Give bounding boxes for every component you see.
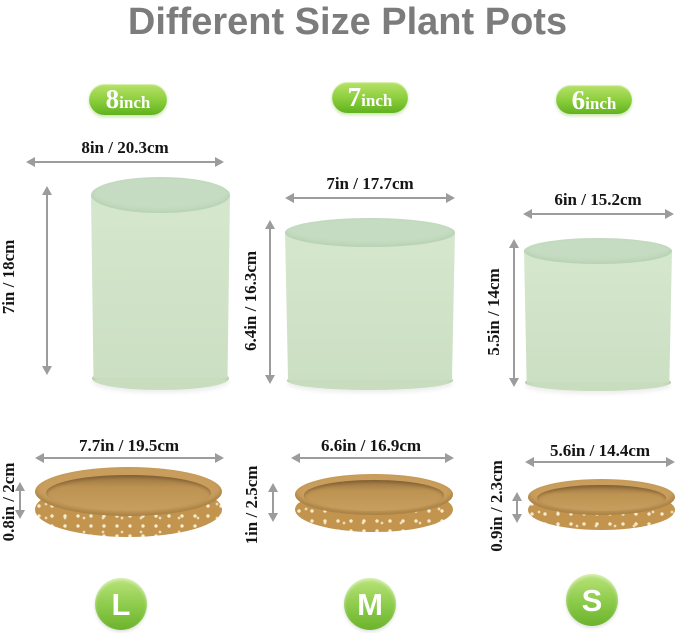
pot-height-arrow bbox=[265, 220, 275, 384]
saucer-height-label: 1in / 2.5cm bbox=[242, 465, 261, 545]
size-badge-unit: inch bbox=[361, 91, 393, 110]
pot-height-label: 6.4in / 16.3cm bbox=[241, 250, 260, 352]
pot-rim bbox=[91, 177, 230, 214]
size-badge-8inch: 8 inch bbox=[89, 84, 167, 115]
letter-badge-large: L bbox=[95, 578, 147, 630]
size-badge-number: 7 bbox=[347, 82, 362, 112]
size-badge-unit: inch bbox=[119, 93, 151, 112]
pot-image-7inch bbox=[285, 218, 455, 390]
pot-rim bbox=[524, 238, 672, 264]
saucer-height-arrow bbox=[512, 492, 522, 523]
letter-badge-medium: M bbox=[344, 578, 396, 630]
size-badge-number: 6 bbox=[571, 85, 586, 115]
pot-image-6inch bbox=[524, 238, 672, 391]
saucer-floor bbox=[46, 474, 211, 512]
pot-width-label: 7in / 17.7cm bbox=[326, 174, 414, 193]
saucer-floor bbox=[536, 484, 667, 512]
pot-width-label: 6in / 15.2cm bbox=[554, 190, 642, 209]
letter-badge-small: S bbox=[566, 574, 618, 626]
saucer-width-label: 6.6in / 16.9cm bbox=[320, 436, 422, 455]
pot-width-label: 8in / 20.3cm bbox=[81, 138, 169, 157]
saucer-height-arrow bbox=[268, 483, 278, 522]
pot-rim bbox=[285, 218, 455, 248]
saucer-width-arrow bbox=[525, 457, 675, 467]
page-title: Different Size Plant Pots bbox=[127, 1, 568, 43]
saucer-image-7inch bbox=[295, 474, 453, 532]
saucer-width-arrow bbox=[35, 453, 224, 463]
saucer-height-arrow bbox=[15, 482, 25, 519]
saucer-width-label: 7.7in / 19.5cm bbox=[78, 436, 180, 455]
size-badge-number: 8 bbox=[105, 84, 120, 114]
pot-body bbox=[285, 231, 455, 381]
pot-width-arrow bbox=[26, 157, 224, 167]
saucer-floor bbox=[304, 480, 444, 511]
saucer-width-label: 5.6in / 14.4cm bbox=[549, 441, 651, 460]
pot-height-arrow bbox=[509, 239, 519, 387]
pot-height-label: 5.5in / 14cm bbox=[484, 268, 503, 356]
saucer-height-label: 0.9in / 2.3cm bbox=[487, 460, 506, 552]
pot-image-8inch bbox=[91, 177, 230, 390]
pot-height-label: 7in / 18cm bbox=[0, 239, 18, 315]
pot-height-arrow bbox=[42, 186, 52, 375]
pot-body bbox=[91, 194, 230, 379]
saucer-height-label: 0.8in / 2cm bbox=[0, 462, 18, 542]
saucer-image-8inch bbox=[35, 467, 222, 537]
size-badge-6inch: 6 inch bbox=[556, 85, 632, 114]
saucer-image-6inch bbox=[528, 479, 675, 530]
size-badge-unit: inch bbox=[585, 94, 617, 113]
saucer-width-arrow bbox=[291, 453, 454, 463]
pot-width-arrow bbox=[523, 209, 674, 219]
size-badge-7inch: 7 inch bbox=[332, 82, 408, 113]
pot-width-arrow bbox=[285, 193, 455, 203]
pot-body bbox=[524, 250, 672, 383]
